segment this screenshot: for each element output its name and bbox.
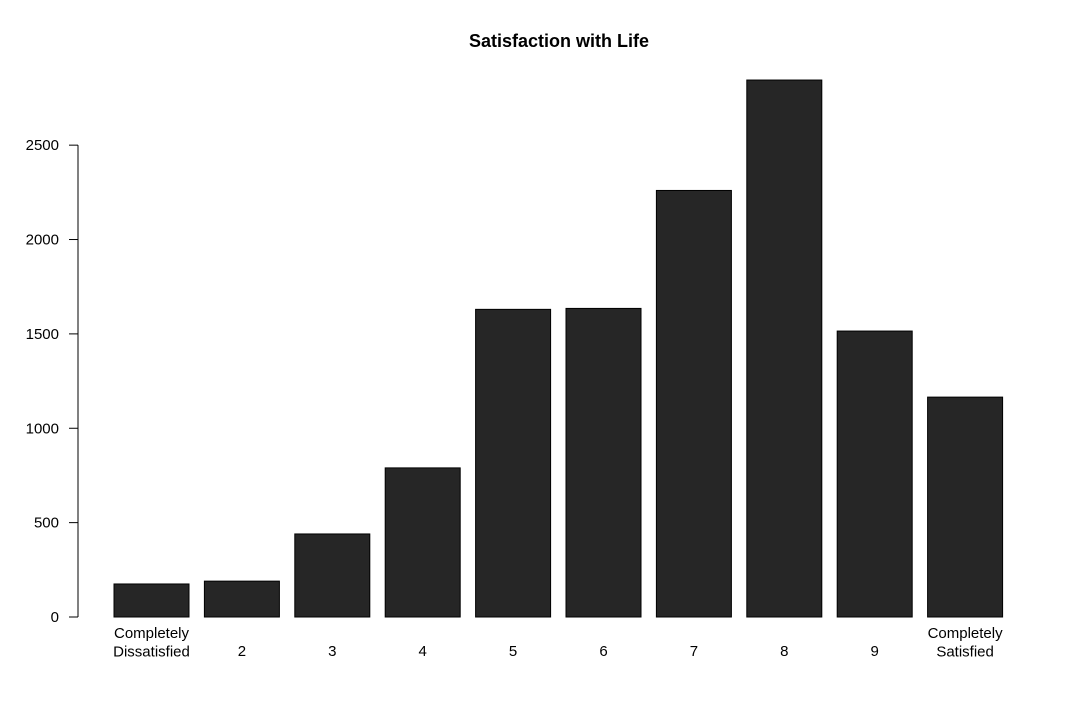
bar-7: [655, 189, 732, 618]
x-category-label: 4: [419, 643, 427, 660]
x-category-label: 2: [238, 643, 246, 660]
x-category-label: 7: [690, 643, 698, 660]
y-axis: 0 500 1000 1500 2000 2500: [26, 137, 79, 626]
y-tick-label: 0: [51, 609, 59, 626]
x-category-label: 8: [780, 643, 788, 660]
bar-4: [384, 467, 461, 618]
bar-9: [836, 330, 913, 618]
y-tick-label: 1000: [26, 420, 59, 437]
y-tick-label: 2500: [26, 137, 59, 154]
bar-1: [113, 583, 190, 618]
bar-6: [565, 307, 642, 618]
bar-8: [746, 79, 823, 618]
y-tick-label: 1500: [26, 326, 59, 343]
bar-10: [927, 396, 1004, 618]
y-tick-label: 500: [34, 515, 59, 532]
x-category-label: 9: [871, 643, 879, 660]
chart-title: Satisfaction with Life: [469, 31, 649, 51]
bars: [113, 79, 1004, 618]
bar-3: [294, 533, 371, 618]
x-category-label: 3: [328, 643, 336, 660]
x-category-label: 6: [599, 643, 607, 660]
y-tick-label: 2000: [26, 232, 59, 249]
x-category-label: Completely Satisfied: [928, 625, 1004, 661]
bar-2: [203, 580, 280, 618]
x-category-label: 5: [509, 643, 517, 660]
bar-5: [475, 308, 552, 618]
x-axis-labels: Completely Dissatisfied 2 3 4 5 6 7 8 9 Completely…: [113, 625, 1003, 661]
x-category-label: Completely Dissatisfied: [113, 625, 190, 661]
